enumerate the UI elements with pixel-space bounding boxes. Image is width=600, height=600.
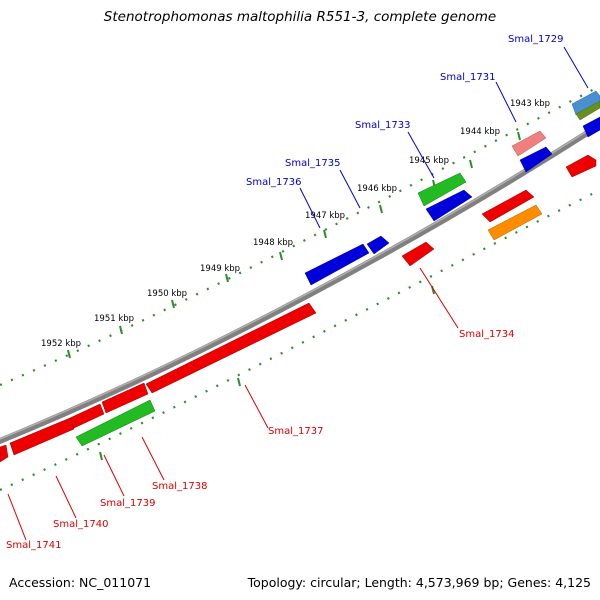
kbp-label: 1949 kbp [200,264,240,274]
gene-label[interactable]: Smal_1738 [152,481,207,492]
kbp-label: 1952 kbp [41,339,81,349]
gene-arrow[interactable] [401,241,435,267]
gene-arrow[interactable] [75,399,156,447]
reverse-genes [0,154,597,463]
gene-arrow[interactable] [487,204,543,241]
kbp-label: 1951 kbp [94,314,134,324]
gene-label[interactable]: Smal_1737 [268,426,323,437]
genome-backbone [0,122,600,445]
kbp-label: 1950 kbp [147,289,187,299]
accession-text: Accession: NC_011071 [9,575,152,590]
gene-arrow[interactable] [511,130,547,157]
gene-label[interactable]: Smal_1740 [53,519,108,530]
gene-arrow[interactable] [304,243,370,286]
kbp-label: 1944 kbp [460,127,500,137]
kbp-label: 1943 kbp [510,99,550,109]
gene-arrow[interactable] [575,100,600,121]
gene-label[interactable]: Smal_1736 [246,177,301,188]
kbp-label: 1948 kbp [253,238,293,248]
gene-arrow[interactable] [0,444,9,463]
gene-arrow[interactable] [417,172,467,207]
gene-arrow[interactable] [565,154,597,178]
gene-arrow[interactable] [582,116,600,138]
gene-label[interactable]: Smal_1734 [459,329,514,340]
gene-label[interactable]: Smal_1729 [508,34,563,45]
gene-arrow[interactable] [366,235,390,255]
gene-label[interactable]: Smal_1739 [100,498,155,509]
inner-tick-track [0,189,600,492]
kbp-label: 1945 kbp [409,156,449,166]
gene-arrow[interactable] [519,146,553,173]
gene-arrow[interactable] [9,417,75,456]
kbp-label: 1946 kbp [357,184,397,194]
gene-arrow[interactable] [145,302,317,394]
map-title: Stenotrophomonas maltophilia R551-3, com… [103,9,497,25]
reverse-leaders [7,267,459,541]
gene-arrow[interactable] [425,189,473,222]
outer-tick-track [0,85,600,387]
gene-label[interactable]: Smal_1731 [440,72,495,83]
gene-arrow[interactable] [481,189,535,223]
forward-leaders [299,46,589,229]
genome-summary: Topology: circular; Length: 4,573,969 bp… [247,575,591,590]
gene-arrow[interactable] [571,90,600,116]
forward-genes [75,90,600,447]
gene-arrow[interactable] [101,382,149,414]
gene-label[interactable]: Smal_1733 [355,120,410,131]
kbp-label: 1947 kbp [305,211,345,221]
gene-label[interactable]: Smal_1741 [6,540,61,551]
gene-label[interactable]: Smal_1735 [285,158,340,169]
